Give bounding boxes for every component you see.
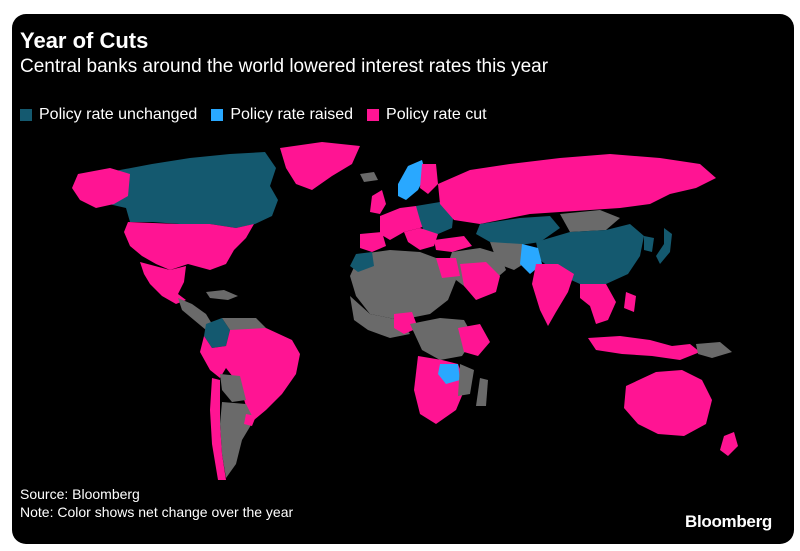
united-states <box>124 222 254 270</box>
balkans <box>404 228 438 250</box>
nigeria <box>394 312 418 334</box>
mexico <box>140 262 186 304</box>
japan <box>656 228 672 264</box>
chile <box>210 378 226 480</box>
bloomberg-logo: Bloomberg <box>684 512 772 531</box>
southeast-asia <box>580 284 616 324</box>
mongolia <box>560 210 620 232</box>
new-guinea <box>696 342 732 358</box>
legend-label-cut: Policy rate cut <box>386 106 487 123</box>
central-america <box>178 298 212 330</box>
legend: Policy rate unchanged Policy rate raised… <box>20 106 487 124</box>
source-note: Source: Bloomberg <box>20 486 140 502</box>
australia <box>624 370 712 436</box>
egypt <box>436 258 460 278</box>
new-zealand <box>720 432 738 456</box>
legend-swatch-raised <box>211 109 224 121</box>
uruguay <box>244 414 256 426</box>
greenland <box>280 142 360 190</box>
legend-swatch-cut <box>367 109 380 121</box>
finland <box>420 164 438 194</box>
legend-item-unchanged: Policy rate unchanged <box>20 106 197 124</box>
canada <box>82 152 278 228</box>
central-asia <box>476 216 560 246</box>
turkey <box>434 236 472 252</box>
north-africa <box>350 250 456 320</box>
morocco <box>350 252 374 272</box>
alaska <box>72 168 130 208</box>
argentina <box>220 402 254 478</box>
legend-label-unchanged: Policy rate unchanged <box>39 106 198 123</box>
iberia <box>360 232 386 252</box>
colombia <box>204 318 230 348</box>
russia <box>438 154 716 224</box>
iran <box>490 242 530 270</box>
madagascar <box>476 378 488 406</box>
chart-subtitle: Central banks around the world lowered i… <box>20 56 549 77</box>
scandinavia <box>398 160 426 200</box>
east-africa <box>458 324 490 356</box>
saudi-arabia <box>460 262 500 300</box>
mozambique <box>458 364 474 396</box>
eastern-europe <box>416 202 454 234</box>
zambia <box>438 364 460 384</box>
indonesia <box>588 336 700 360</box>
legend-label-raised: Policy rate raised <box>230 106 354 123</box>
india <box>532 264 574 326</box>
philippines <box>624 292 636 312</box>
united-kingdom <box>370 190 386 214</box>
peru <box>200 336 226 378</box>
chart-title: Year of Cuts <box>20 28 149 53</box>
iceland <box>360 172 378 182</box>
legend-item-cut: Policy rate cut <box>367 106 487 124</box>
color-note: Note: Color shows net change over the ye… <box>20 504 294 520</box>
legend-swatch-unchanged <box>20 109 32 121</box>
world-map <box>72 142 738 480</box>
caribbean <box>206 290 238 300</box>
korea <box>644 236 654 252</box>
legend-item-raised: Policy rate raised <box>211 106 353 124</box>
bolivia <box>220 374 246 402</box>
central-africa <box>410 318 474 360</box>
